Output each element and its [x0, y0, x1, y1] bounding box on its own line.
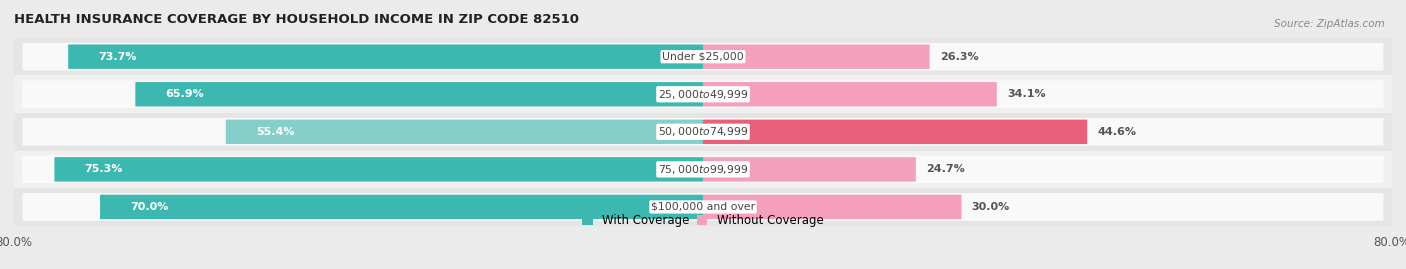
Text: 26.3%: 26.3%: [939, 52, 979, 62]
FancyBboxPatch shape: [22, 80, 1384, 108]
Text: 55.4%: 55.4%: [256, 127, 294, 137]
Text: Under $25,000: Under $25,000: [662, 52, 744, 62]
Text: 73.7%: 73.7%: [98, 52, 136, 62]
Text: $100,000 and over: $100,000 and over: [651, 202, 755, 212]
FancyBboxPatch shape: [14, 38, 1392, 76]
FancyBboxPatch shape: [14, 113, 1392, 151]
Text: 75.3%: 75.3%: [84, 164, 124, 174]
FancyBboxPatch shape: [226, 120, 703, 144]
Text: 65.9%: 65.9%: [166, 89, 204, 99]
Text: 70.0%: 70.0%: [131, 202, 169, 212]
Text: HEALTH INSURANCE COVERAGE BY HOUSEHOLD INCOME IN ZIP CODE 82510: HEALTH INSURANCE COVERAGE BY HOUSEHOLD I…: [14, 13, 579, 26]
Legend: With Coverage, Without Coverage: With Coverage, Without Coverage: [582, 214, 824, 227]
FancyBboxPatch shape: [135, 82, 703, 107]
FancyBboxPatch shape: [703, 44, 929, 69]
Text: 30.0%: 30.0%: [972, 202, 1010, 212]
Text: 34.1%: 34.1%: [1007, 89, 1046, 99]
FancyBboxPatch shape: [22, 193, 1384, 221]
Text: 44.6%: 44.6%: [1098, 127, 1136, 137]
FancyBboxPatch shape: [100, 195, 703, 219]
Text: $50,000 to $74,999: $50,000 to $74,999: [658, 125, 748, 138]
FancyBboxPatch shape: [703, 82, 997, 107]
FancyBboxPatch shape: [703, 120, 1087, 144]
Text: 24.7%: 24.7%: [927, 164, 965, 174]
FancyBboxPatch shape: [67, 44, 703, 69]
FancyBboxPatch shape: [703, 157, 915, 182]
FancyBboxPatch shape: [14, 151, 1392, 188]
FancyBboxPatch shape: [14, 188, 1392, 226]
FancyBboxPatch shape: [22, 118, 1384, 146]
Text: $25,000 to $49,999: $25,000 to $49,999: [658, 88, 748, 101]
Text: $75,000 to $99,999: $75,000 to $99,999: [658, 163, 748, 176]
FancyBboxPatch shape: [22, 43, 1384, 70]
FancyBboxPatch shape: [703, 195, 962, 219]
FancyBboxPatch shape: [22, 155, 1384, 183]
FancyBboxPatch shape: [55, 157, 703, 182]
FancyBboxPatch shape: [14, 76, 1392, 113]
Text: Source: ZipAtlas.com: Source: ZipAtlas.com: [1274, 19, 1385, 29]
